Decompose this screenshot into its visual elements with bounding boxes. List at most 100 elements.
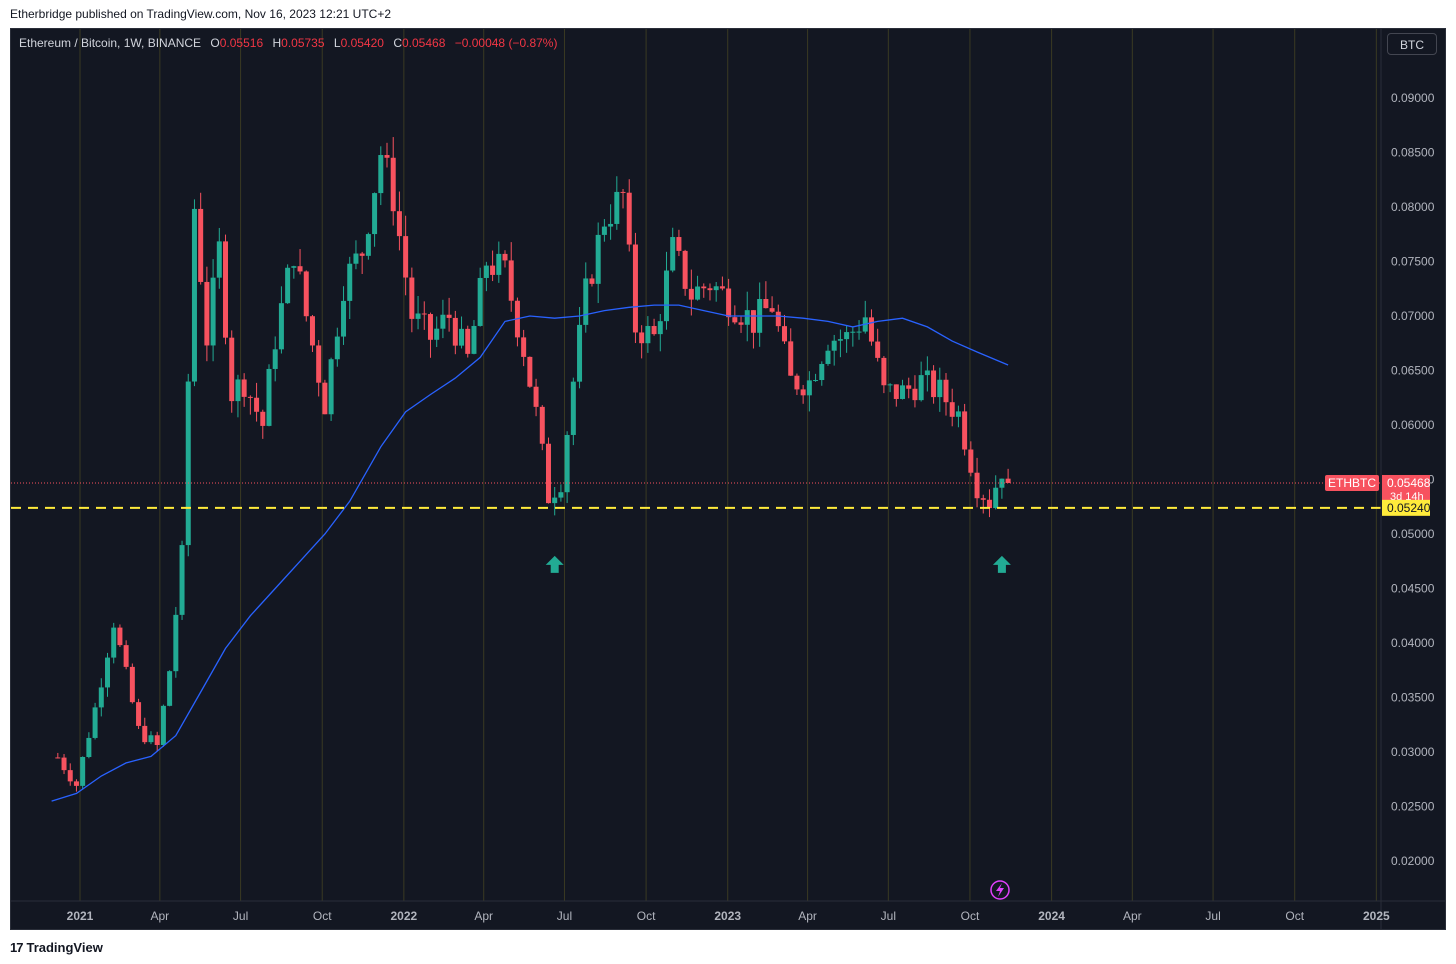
candle-body [508, 260, 514, 301]
candle-body [86, 737, 92, 758]
candle-body [210, 277, 216, 346]
candle-body [427, 314, 433, 340]
candle [67, 763, 73, 786]
moving-average-line [51, 304, 1009, 802]
candle [670, 227, 676, 273]
candle-body [676, 237, 682, 251]
candle [856, 320, 862, 340]
candle [552, 487, 558, 516]
candle-body [943, 379, 949, 403]
candle [757, 282, 763, 347]
candle [813, 373, 819, 382]
candle-body [614, 191, 620, 224]
candle-body [80, 757, 86, 786]
candle [160, 704, 166, 747]
candle [272, 336, 278, 382]
candle [347, 256, 353, 319]
candle-body [61, 757, 67, 771]
candle-body [403, 236, 409, 278]
candle-body [129, 666, 135, 703]
candle-body [744, 310, 750, 325]
lightning-icon[interactable] [990, 880, 1010, 900]
time-tick-label: Jul [557, 909, 572, 923]
candle [955, 405, 961, 428]
candle-body [732, 317, 738, 323]
candle [837, 329, 843, 358]
candle [601, 219, 607, 242]
candle [98, 678, 104, 717]
candle-body [421, 313, 427, 315]
candle-body [993, 487, 999, 509]
candle-body [521, 337, 527, 357]
price-tick-label: 0.02000 [1391, 854, 1435, 868]
candle-body [322, 382, 328, 415]
tradingview-logo[interactable]: 17 TradingView [10, 940, 103, 955]
candle-body [247, 396, 253, 398]
candle-body [452, 317, 458, 346]
candle-body [173, 614, 179, 672]
candle [639, 325, 645, 359]
ticker-badge [1325, 474, 1379, 491]
candle [782, 314, 788, 345]
candle [403, 215, 409, 296]
candle [738, 316, 744, 333]
time-axis: 2021 Apr Jul Oct 2022 Apr Jul Oct 2023 Apr Jul Oct 2… [11, 900, 1445, 923]
candle [235, 374, 241, 418]
candle [117, 624, 123, 647]
candle-body [782, 326, 788, 342]
candle-body [254, 397, 260, 412]
candle [459, 316, 465, 349]
candle-body [496, 253, 502, 275]
candle-body [191, 208, 197, 382]
price-tick-label: 0.07500 [1391, 255, 1435, 269]
candle-body [365, 234, 371, 256]
candle [539, 405, 545, 451]
time-tick-label: Jul [881, 909, 896, 923]
candle-body [471, 325, 477, 354]
candle [831, 334, 837, 366]
candle [434, 316, 440, 348]
high-value: 0.05735 [281, 36, 325, 50]
candle [589, 274, 595, 287]
candle [55, 752, 61, 759]
candle [676, 229, 682, 257]
symbol-legend: Ethereum / Bitcoin, 1W, BINANCE O0.05516… [19, 36, 557, 50]
candle-body [931, 370, 937, 398]
footer: 17 TradingView [0, 930, 1456, 964]
arrows-layer [545, 555, 1011, 573]
candle-body [664, 270, 670, 322]
currency-button[interactable]: BTC [1387, 33, 1437, 55]
candle-body [459, 328, 465, 346]
last-price-badge [1382, 474, 1430, 503]
candle-body [98, 687, 104, 708]
candle [545, 437, 551, 504]
candlestick-chart[interactable]: 0.09000 0.08500 0.08000 0.07500 0.07000 0.065… [11, 29, 1445, 929]
candle [123, 640, 129, 670]
chart-frame[interactable]: 0.09000 0.08500 0.08000 0.07500 0.07000 0.065… [10, 28, 1446, 930]
candle [179, 540, 185, 620]
time-tick-label: 2024 [1038, 909, 1065, 923]
time-tick-label: 2023 [714, 909, 741, 923]
candle-body [924, 370, 930, 376]
candle [564, 431, 570, 503]
candle [893, 384, 899, 407]
candle-body [701, 286, 707, 289]
candle-body [415, 313, 421, 319]
candle [608, 204, 614, 240]
time-tick-label: Oct [1285, 909, 1304, 923]
candle-body [167, 671, 173, 706]
candle-body [198, 208, 204, 282]
candle-body [763, 299, 769, 309]
candle-body [390, 157, 396, 212]
candle [490, 250, 496, 282]
open-label: O [210, 36, 220, 50]
candle-body [434, 328, 440, 340]
candle [583, 262, 589, 333]
candle-body [446, 314, 452, 318]
candle [645, 316, 651, 353]
candle [185, 373, 191, 557]
candle [695, 275, 701, 301]
candle [303, 270, 309, 322]
candle-body [806, 380, 812, 396]
candle [173, 606, 179, 678]
